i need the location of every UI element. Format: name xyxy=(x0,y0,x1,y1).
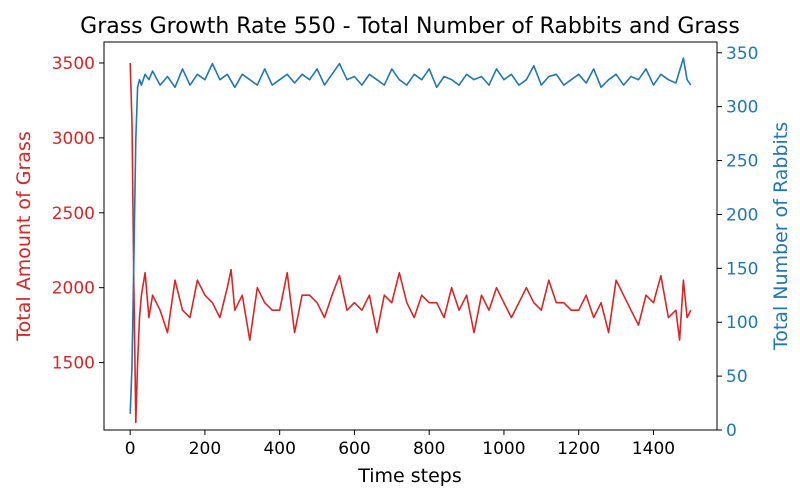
x-axis-ticks: 0 200 400 600 800 1000 1200 1400 xyxy=(125,430,675,459)
plot-frame xyxy=(103,41,718,431)
right-axis-ticks: 0 50 100 150 200 250 300 350 xyxy=(717,44,758,441)
grass-series-line xyxy=(129,62,692,424)
series-layer xyxy=(129,57,692,424)
left-tick-label: 2000 xyxy=(52,279,95,299)
x-tick-label: 600 xyxy=(338,439,370,459)
x-tick-label: 800 xyxy=(413,439,445,459)
right-axis-label: Total Number of Rabbits xyxy=(770,122,792,351)
x-tick-label: 1400 xyxy=(632,439,675,459)
x-tick-label: 1200 xyxy=(557,439,600,459)
right-tick-label: 50 xyxy=(726,367,748,387)
x-tick-label: 400 xyxy=(263,439,295,459)
chart-title: Grass Growth Rate 550 - Total Number of … xyxy=(80,14,740,39)
plot-background xyxy=(104,42,717,430)
right-tick-label: 300 xyxy=(726,98,758,118)
right-tick-label: 0 xyxy=(726,421,737,441)
x-tick-label: 1000 xyxy=(482,439,525,459)
left-tick-label: 3500 xyxy=(52,54,95,74)
x-tick-label: 200 xyxy=(189,439,221,459)
right-tick-label: 250 xyxy=(726,152,758,172)
rabbits-series-line xyxy=(129,57,692,414)
left-axis-label: Total Amount of Grass xyxy=(13,131,35,341)
left-tick-label: 3000 xyxy=(52,129,95,149)
right-tick-label: 100 xyxy=(726,313,758,333)
left-tick-label: 1500 xyxy=(52,354,95,374)
x-tick-label: 0 xyxy=(125,439,136,459)
x-axis-label: Time steps xyxy=(357,465,462,487)
right-tick-label: 150 xyxy=(726,259,758,279)
left-tick-label: 2500 xyxy=(52,204,95,224)
left-axis-ticks: 1500 2000 2500 3000 3500 xyxy=(52,54,104,374)
right-tick-label: 200 xyxy=(726,205,758,225)
right-tick-label: 350 xyxy=(726,44,758,64)
